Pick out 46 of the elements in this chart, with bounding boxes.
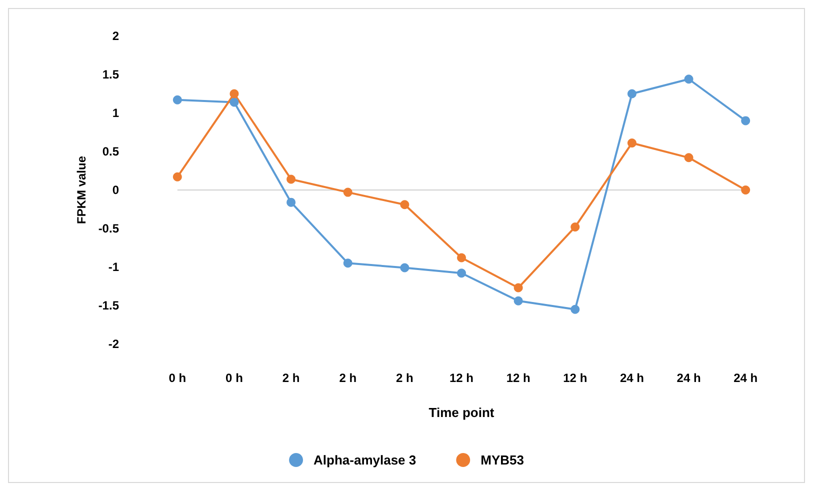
y-tick-label: -1 <box>108 260 120 274</box>
x-tick-label: 2 h <box>282 371 300 385</box>
point <box>172 95 182 104</box>
point <box>514 283 523 292</box>
x-tick-label: 24 h <box>734 371 758 385</box>
point <box>457 268 466 278</box>
point <box>172 172 182 182</box>
point <box>286 198 296 207</box>
point <box>514 296 523 306</box>
y-tick-label: 1 <box>112 106 120 120</box>
x-tick-label: 12 h <box>449 371 474 385</box>
x-tick-label: 12 h <box>506 371 530 385</box>
point <box>230 89 239 98</box>
point <box>627 138 636 148</box>
legend-label: Alpha-amylase 3 <box>314 452 416 468</box>
x-tick-label: 24 h <box>676 371 701 385</box>
y-tick-label: 0.5 <box>102 144 120 158</box>
x-tick-label: 12 h <box>563 371 588 385</box>
point <box>684 74 694 84</box>
y-axis-title: FPKM value <box>74 156 88 224</box>
x-tick-label: 0 h <box>168 371 186 385</box>
x-tick-label: 0 h <box>226 371 243 385</box>
point <box>400 263 410 272</box>
point <box>457 253 466 262</box>
point <box>741 186 750 194</box>
point <box>684 153 694 162</box>
y-tick-label: -2 <box>108 337 120 351</box>
point <box>343 258 352 268</box>
x-tick-label: 2 h <box>339 371 357 385</box>
y-tick-label: 2 <box>112 29 120 43</box>
x-tick-label: 2 h <box>396 371 414 385</box>
point <box>286 174 296 184</box>
point <box>570 222 580 232</box>
y-tick-label: -0.5 <box>98 222 120 236</box>
x-tick-label: 24 h <box>620 371 644 385</box>
point <box>570 304 580 314</box>
y-tick-label: 0 <box>112 183 120 197</box>
y-tick-label: -1.5 <box>98 298 120 312</box>
y-tick-label: 1.5 <box>102 68 120 82</box>
x-axis-title: Time point <box>428 405 495 420</box>
point <box>627 89 636 98</box>
point <box>230 98 239 107</box>
point <box>400 200 410 210</box>
point <box>741 116 750 126</box>
point <box>343 188 352 197</box>
legend-label: MYB53 <box>480 452 524 468</box>
